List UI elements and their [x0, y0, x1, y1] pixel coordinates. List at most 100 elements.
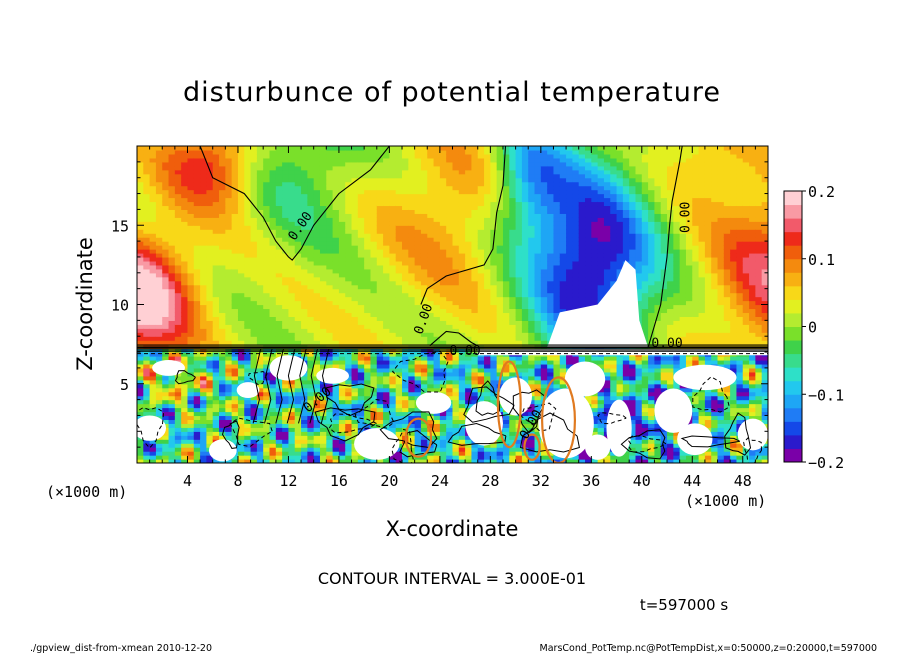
field-cell [137, 280, 144, 286]
field-cell [168, 276, 176, 282]
field-cell [376, 169, 384, 175]
field-cell [414, 284, 422, 290]
field-cell [490, 300, 498, 306]
field-cell [477, 217, 485, 222]
field-cell [307, 312, 315, 317]
field-cell [351, 324, 359, 329]
field-cell [357, 209, 365, 214]
field-cell [446, 153, 454, 159]
field-cell [319, 189, 327, 195]
field-cell [490, 213, 498, 218]
field-cell [452, 340, 460, 345]
field-cell [452, 292, 460, 298]
field-cell [307, 443, 315, 448]
field-cell [395, 459, 403, 463]
field-cell [212, 312, 220, 317]
field-cell [389, 197, 397, 203]
field-cell [458, 336, 466, 341]
field-cell [137, 304, 144, 310]
field-cell [256, 407, 264, 413]
field-cell [458, 201, 466, 207]
field-cell [237, 427, 245, 432]
field-cell [357, 300, 365, 306]
field-cell [465, 229, 473, 234]
field-cell [515, 264, 523, 270]
field-cell [155, 332, 163, 337]
field-cell [433, 304, 441, 310]
field-cell [395, 403, 403, 409]
field-cell [149, 320, 157, 325]
field-cell [307, 280, 315, 286]
field-cell [439, 359, 447, 365]
field-cell [319, 395, 327, 401]
field-cell [395, 237, 403, 242]
field-cell [313, 201, 321, 207]
field-cell [174, 340, 182, 345]
field-cell [338, 249, 346, 254]
field-cell [338, 391, 346, 397]
field-cell [237, 419, 245, 424]
field-cell [345, 304, 353, 310]
field-cell [420, 245, 428, 250]
field-cell [433, 249, 441, 254]
field-cell [351, 161, 359, 167]
field-cell [200, 209, 208, 214]
field-cell [231, 324, 239, 329]
field-cell [244, 340, 252, 345]
field-cell [427, 292, 435, 298]
field-cell [219, 359, 226, 365]
field-cell [452, 288, 460, 294]
field-cell [326, 415, 334, 421]
field-cell [402, 379, 409, 385]
field-cell [174, 443, 182, 448]
field-cell [515, 177, 523, 183]
field-cell [212, 371, 220, 377]
field-cell [294, 245, 302, 250]
field-cell [364, 407, 372, 413]
field-cell [206, 435, 214, 440]
field-cell [326, 443, 334, 448]
field-cell [137, 149, 144, 155]
field-cell [502, 356, 510, 361]
field-cell [364, 387, 372, 393]
field-cell [231, 395, 239, 401]
field-cell [433, 423, 441, 428]
field-cell [319, 387, 327, 393]
field-cell [490, 161, 498, 167]
field-cell [200, 217, 208, 222]
field-cell [509, 332, 517, 337]
field-cell [433, 419, 441, 424]
field-cell [162, 415, 170, 421]
field-cell [219, 245, 226, 250]
field-cell [351, 177, 359, 183]
field-cell [345, 205, 353, 210]
field-cell [357, 245, 365, 250]
field-cell [490, 173, 498, 179]
field-cell [187, 146, 195, 151]
field-cell [515, 153, 523, 159]
field-cell [465, 375, 473, 381]
field-cell [332, 304, 340, 310]
field-cell [521, 324, 529, 329]
field-cell [187, 336, 195, 341]
field-cell [256, 451, 264, 456]
field-cell [408, 427, 416, 432]
field-cell [465, 359, 473, 365]
field-cell [452, 415, 460, 421]
field-cell [477, 272, 485, 278]
field-cell [389, 300, 397, 306]
field-cell [288, 161, 296, 167]
field-cell [383, 336, 390, 341]
field-cell [452, 268, 460, 274]
field-cell [162, 411, 170, 417]
field-cell [307, 245, 315, 250]
field-cell [149, 221, 157, 226]
field-cell [181, 443, 189, 448]
field-cell [345, 245, 353, 250]
field-cell [313, 391, 321, 397]
field-cell [319, 435, 327, 440]
field-cell [383, 245, 390, 250]
field-cell [149, 359, 157, 365]
field-cell [427, 173, 435, 179]
field-cell [345, 367, 353, 373]
